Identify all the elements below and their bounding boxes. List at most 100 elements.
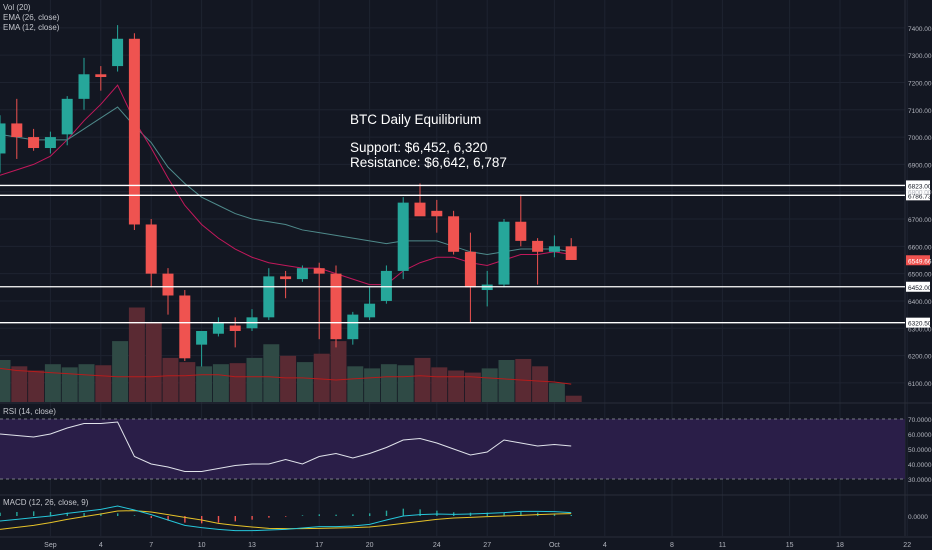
macd-histogram-bar bbox=[49, 512, 52, 516]
macd-histogram-bar bbox=[570, 515, 572, 516]
rsi-tick-label: 30.0000 bbox=[908, 477, 932, 484]
time-tick-label: 15 bbox=[786, 542, 794, 549]
rsi-tick-label: 50.0000 bbox=[908, 447, 932, 454]
candle-body bbox=[78, 74, 90, 99]
candle-body bbox=[28, 137, 40, 149]
last-price-bg bbox=[906, 255, 930, 266]
volume-bar bbox=[179, 362, 196, 402]
volume-bar bbox=[380, 364, 397, 402]
candle-body bbox=[313, 268, 325, 274]
macd-histogram-bar bbox=[486, 512, 488, 516]
volume-bar bbox=[0, 360, 11, 402]
time-tick-label: 4 bbox=[603, 542, 607, 549]
level-label: 6786.73 bbox=[908, 193, 932, 200]
macd-histogram-bar bbox=[301, 515, 304, 516]
macd-histogram-bar bbox=[268, 516, 270, 518]
macd-histogram-bar bbox=[33, 511, 35, 516]
candle-body bbox=[414, 202, 426, 217]
candle-body bbox=[464, 251, 476, 288]
macd-histogram-bar bbox=[83, 513, 85, 516]
price-tick-label: 6400.00 bbox=[908, 299, 932, 306]
legend-rsi[interactable]: RSI (14, close) bbox=[3, 407, 56, 416]
rsi-pane: 70.0000 60.0000 50.0000 40.0000 30.0000 bbox=[0, 417, 932, 484]
candle-body bbox=[397, 202, 409, 271]
macd-histogram-bar bbox=[167, 516, 169, 521]
macd-legend: MACD (12, 26, close, 9) bbox=[3, 498, 88, 508]
price-tick-label: 6700.00 bbox=[908, 217, 932, 224]
candle-body bbox=[196, 330, 208, 345]
price-tick-label: 6300.00 bbox=[908, 326, 932, 333]
time-tick-label: Oct bbox=[549, 542, 560, 549]
volume-bar bbox=[347, 366, 364, 402]
candle-body bbox=[296, 268, 308, 280]
time-axis: Sep 4 7 10 13 17 20 24 27 Oct 4 8 11 15 18 22 bbox=[44, 542, 911, 549]
volume-bar bbox=[61, 367, 78, 402]
ema12-line bbox=[0, 84, 572, 286]
volume-bar bbox=[280, 355, 297, 402]
macd-histogram-bar bbox=[184, 516, 186, 523]
candle-body bbox=[44, 137, 56, 149]
candle-body bbox=[280, 276, 292, 280]
volume-bar bbox=[28, 370, 45, 402]
macd-histogram-bar bbox=[520, 512, 522, 516]
candle-body bbox=[162, 273, 174, 296]
level-label: 6823.00 bbox=[908, 183, 932, 190]
volume-bar bbox=[364, 368, 381, 402]
legend-volume[interactable]: Vol (20) bbox=[3, 3, 31, 12]
volume-bar bbox=[196, 366, 213, 402]
time-tick-label: 10 bbox=[198, 542, 206, 549]
volume-bar bbox=[11, 366, 28, 402]
candle-body bbox=[448, 216, 460, 252]
legend-macd[interactable]: MACD (12, 26, close, 9) bbox=[3, 498, 89, 507]
macd-histogram-bar bbox=[402, 508, 404, 516]
volume-ma-line bbox=[0, 367, 572, 385]
volume-bar bbox=[263, 344, 280, 402]
annotation-title: BTC Daily Equilibrium bbox=[350, 112, 482, 127]
macd-histogram-bar bbox=[150, 516, 152, 518]
volume-bar bbox=[229, 363, 246, 402]
annotation-support: Support: $6,452, 6,320 bbox=[350, 140, 488, 155]
candle-body bbox=[61, 98, 73, 135]
level-label-bg bbox=[906, 180, 930, 191]
ema-lines bbox=[0, 84, 572, 286]
price-tick-label: 7200.00 bbox=[908, 80, 932, 87]
last-price-label: 6549.66 bbox=[908, 258, 932, 265]
chart-annotation[interactable]: BTC Daily Equilibrium Support: $6,452, 6… bbox=[350, 112, 507, 170]
price-tick-label: 7000.00 bbox=[908, 135, 932, 142]
macd-histogram-bar bbox=[66, 512, 68, 516]
macd-histogram-bar bbox=[553, 513, 556, 516]
macd-histogram-bar bbox=[251, 516, 253, 520]
volume-bar bbox=[246, 357, 263, 402]
macd-histogram-bar bbox=[352, 514, 354, 516]
price-tick-label: 6800.00 bbox=[908, 190, 932, 197]
candle-body bbox=[565, 246, 577, 260]
horizontal-levels: 6823.00 6786.73 6452.00 6320.50 bbox=[0, 180, 932, 328]
macd-histogram-bar bbox=[369, 513, 371, 516]
volume-bar bbox=[145, 322, 162, 402]
legend-ema12[interactable]: EMA (12, close) bbox=[3, 23, 60, 32]
volume-bar bbox=[128, 307, 145, 402]
level-label: 6320.50 bbox=[908, 321, 932, 328]
volume-bar bbox=[44, 364, 61, 402]
price-tick-label: 6500.00 bbox=[908, 272, 932, 279]
volume-bars bbox=[0, 307, 582, 402]
macd-histogram-bar bbox=[419, 509, 421, 516]
candle-body bbox=[0, 123, 6, 154]
macd-histogram-bar bbox=[503, 512, 505, 516]
macd-histogram-bar bbox=[234, 516, 236, 522]
macd-histogram-bar bbox=[318, 514, 320, 516]
volume-bar bbox=[296, 362, 313, 402]
volume-bar bbox=[95, 365, 112, 402]
candle-body bbox=[95, 74, 107, 78]
macd-histogram-bar bbox=[117, 513, 119, 516]
macd-histogram-bar bbox=[100, 513, 102, 516]
candle-body bbox=[498, 221, 510, 285]
time-tick-label: 18 bbox=[836, 542, 844, 549]
candle-body bbox=[229, 325, 241, 331]
rsi-legend: RSI (14, close) bbox=[3, 407, 56, 417]
volume-bar bbox=[330, 341, 347, 402]
volume-bar bbox=[112, 341, 129, 402]
legend-ema26[interactable]: EMA (26, close) bbox=[3, 13, 60, 22]
volume-bar bbox=[212, 364, 229, 402]
macd-histogram-bar bbox=[385, 510, 388, 516]
